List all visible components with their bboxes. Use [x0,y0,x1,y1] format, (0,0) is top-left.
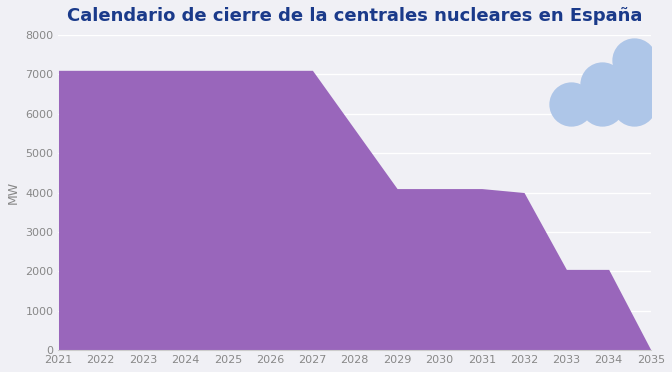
Y-axis label: MW: MW [7,181,20,204]
Title: Calendario de cierre de la centrales nucleares en España: Calendario de cierre de la centrales nuc… [67,7,642,25]
Point [597,101,607,107]
Point [629,81,640,87]
Point [629,58,640,64]
Point [565,101,576,107]
Point [629,101,640,107]
Point [597,81,607,87]
